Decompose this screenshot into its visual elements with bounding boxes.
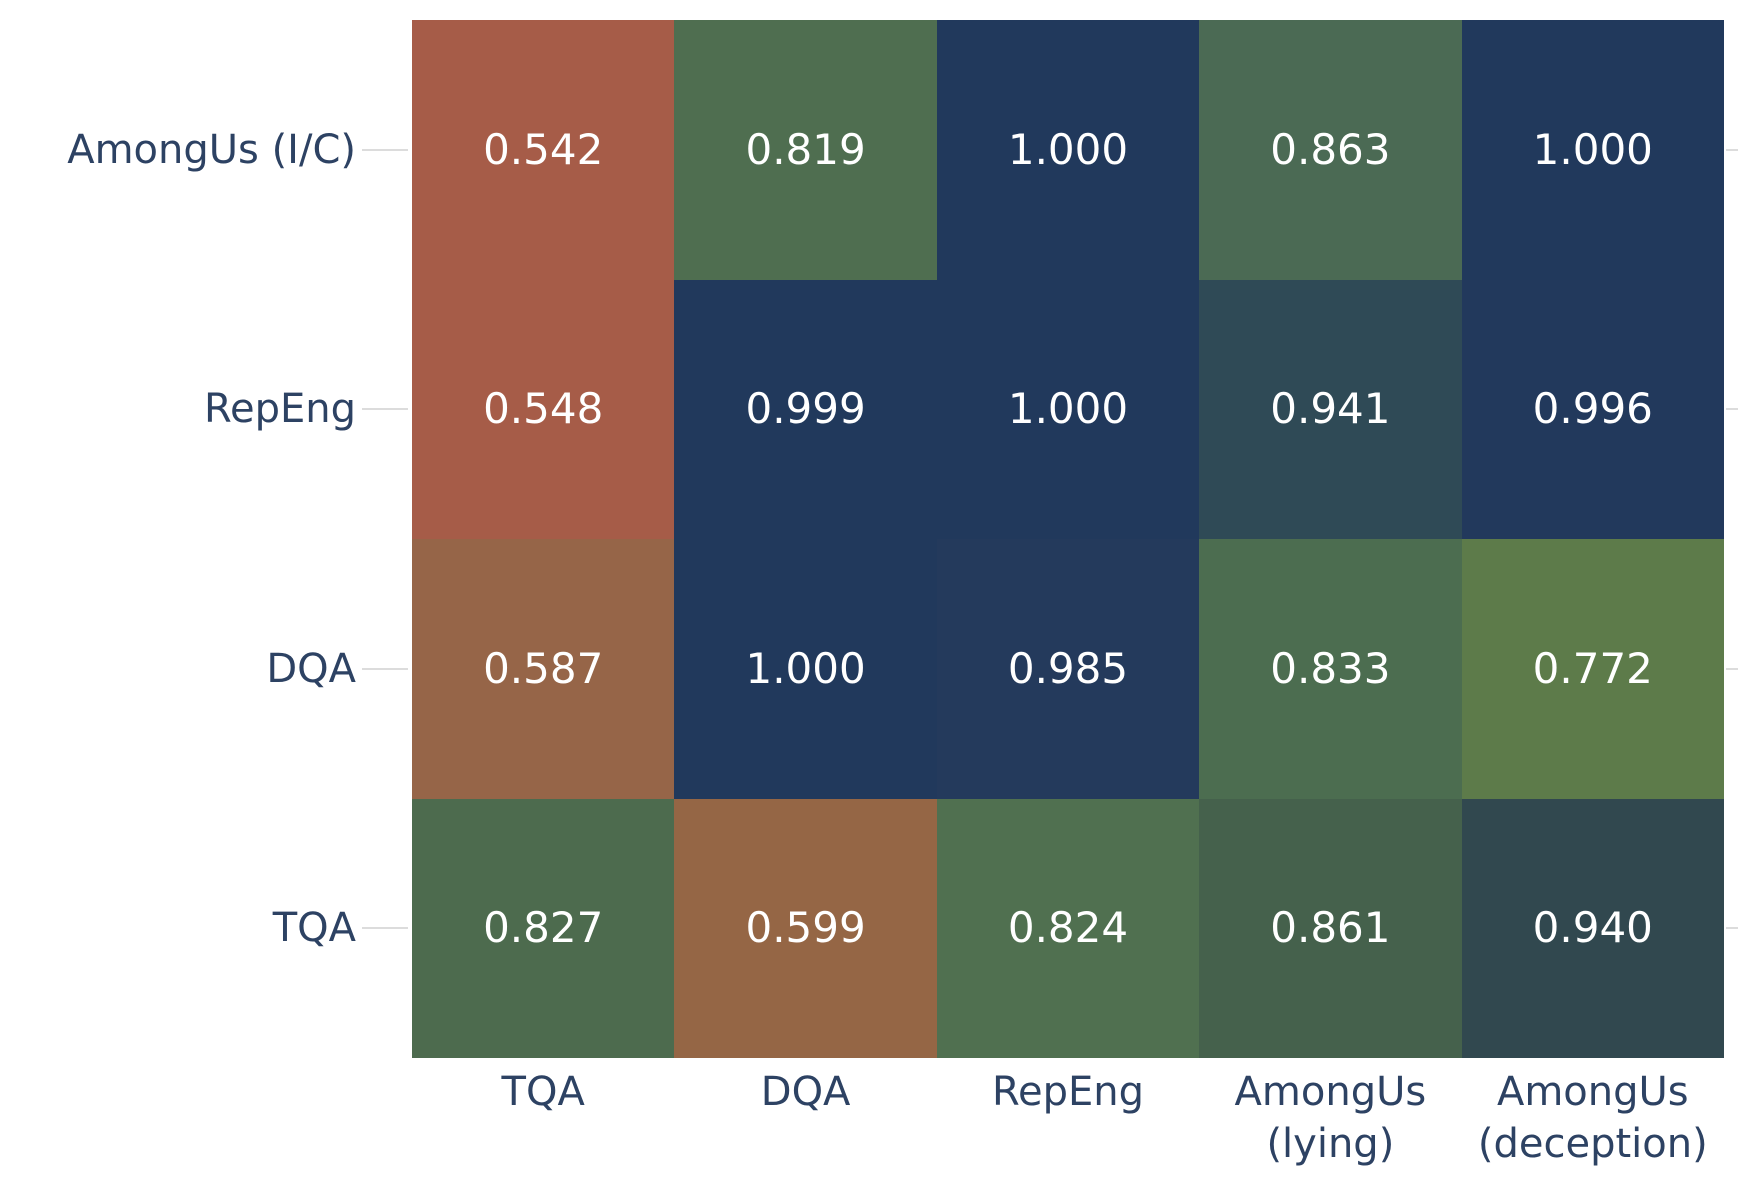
x-tick-label-line: AmongUs xyxy=(1234,1069,1427,1115)
y-tick-mark xyxy=(362,667,408,670)
cell-value: 0.827 xyxy=(483,903,604,953)
heatmap-cell: 0.827 xyxy=(412,798,675,1058)
cell-value: 0.833 xyxy=(1270,643,1391,693)
x-tick-label-line: AmongUs xyxy=(1496,1069,1689,1115)
x-tick-label: AmongUs (lying) xyxy=(1170,1066,1490,1170)
cell-value: 0.548 xyxy=(483,384,604,434)
heatmap-cell: 0.772 xyxy=(1461,539,1724,799)
heatmap-grid: 0.542 0.819 1.000 0.863 1.000 0.548 0.999 1.000… xyxy=(412,20,1724,1058)
y-tick-label: TQA xyxy=(272,905,356,952)
x-tick-label: TQA xyxy=(383,1066,703,1118)
x-tick-label-line: (deception) xyxy=(1477,1121,1708,1167)
heatmap-cell: 1.000 xyxy=(936,279,1200,539)
heatmap-cell: 0.999 xyxy=(674,279,937,539)
heatmap-cell: 0.548 xyxy=(412,279,675,539)
cell-value: 1.000 xyxy=(1532,124,1653,174)
cell-value: 0.999 xyxy=(745,384,866,434)
cell-value: 1.000 xyxy=(745,643,866,693)
y-tick-mark-right xyxy=(1726,667,1738,670)
cell-value: 0.824 xyxy=(1007,903,1129,953)
heatmap-cell: 0.599 xyxy=(674,798,937,1058)
y-tick-mark-right xyxy=(1726,408,1738,411)
heatmap-cell: 0.542 xyxy=(412,20,675,280)
cell-value: 0.863 xyxy=(1270,124,1391,174)
y-tick-label: RepEng xyxy=(203,386,356,433)
heatmap-cell: 0.833 xyxy=(1199,539,1462,799)
heatmap-cell: 0.940 xyxy=(1461,798,1724,1058)
y-tick-mark-right xyxy=(1726,927,1738,930)
y-tick-label: DQA xyxy=(266,645,356,692)
cell-value: 0.985 xyxy=(1007,643,1129,693)
cell-value: 0.772 xyxy=(1532,643,1653,693)
x-tick-label-line: RepEng xyxy=(991,1069,1144,1115)
cell-value: 0.941 xyxy=(1270,384,1391,434)
x-tick-label: AmongUs (deception) xyxy=(1433,1066,1738,1170)
heatmap-cell: 0.861 xyxy=(1199,798,1462,1058)
x-tick-label: DQA xyxy=(646,1066,966,1118)
cell-value: 0.599 xyxy=(745,903,866,953)
heatmap-cell: 0.996 xyxy=(1461,279,1724,539)
y-tick-mark xyxy=(362,927,408,930)
y-tick-label: AmongUs (I/C) xyxy=(67,126,356,173)
heatmap-cell: 0.587 xyxy=(412,539,675,799)
heatmap-cell: 0.819 xyxy=(674,20,937,280)
x-tick-label-line: DQA xyxy=(760,1069,851,1115)
x-tick-label: RepEng xyxy=(908,1066,1228,1118)
heatmap-cell: 0.985 xyxy=(936,539,1200,799)
heatmap-cell: 0.941 xyxy=(1199,279,1462,539)
heatmap-cell: 1.000 xyxy=(936,20,1200,280)
heatmap-cell: 1.000 xyxy=(674,539,937,799)
heatmap-cell: 0.824 xyxy=(936,798,1200,1058)
heatmap-cell: 0.863 xyxy=(1199,20,1462,280)
cell-value: 0.819 xyxy=(745,124,866,174)
cell-value: 0.542 xyxy=(483,124,604,174)
cell-value: 0.996 xyxy=(1532,384,1653,434)
heatmap-cell: 1.000 xyxy=(1461,20,1724,280)
y-tick-mark xyxy=(362,408,408,411)
cell-value: 0.861 xyxy=(1270,903,1391,953)
x-tick-label-line: (lying) xyxy=(1266,1121,1395,1167)
cell-value: 1.000 xyxy=(1007,384,1129,434)
cell-value: 1.000 xyxy=(1007,124,1129,174)
cell-value: 0.587 xyxy=(483,643,604,693)
y-tick-mark-right xyxy=(1726,148,1738,151)
cell-value: 0.940 xyxy=(1532,903,1653,953)
y-tick-mark xyxy=(362,148,408,151)
x-tick-label-line: TQA xyxy=(501,1069,585,1115)
